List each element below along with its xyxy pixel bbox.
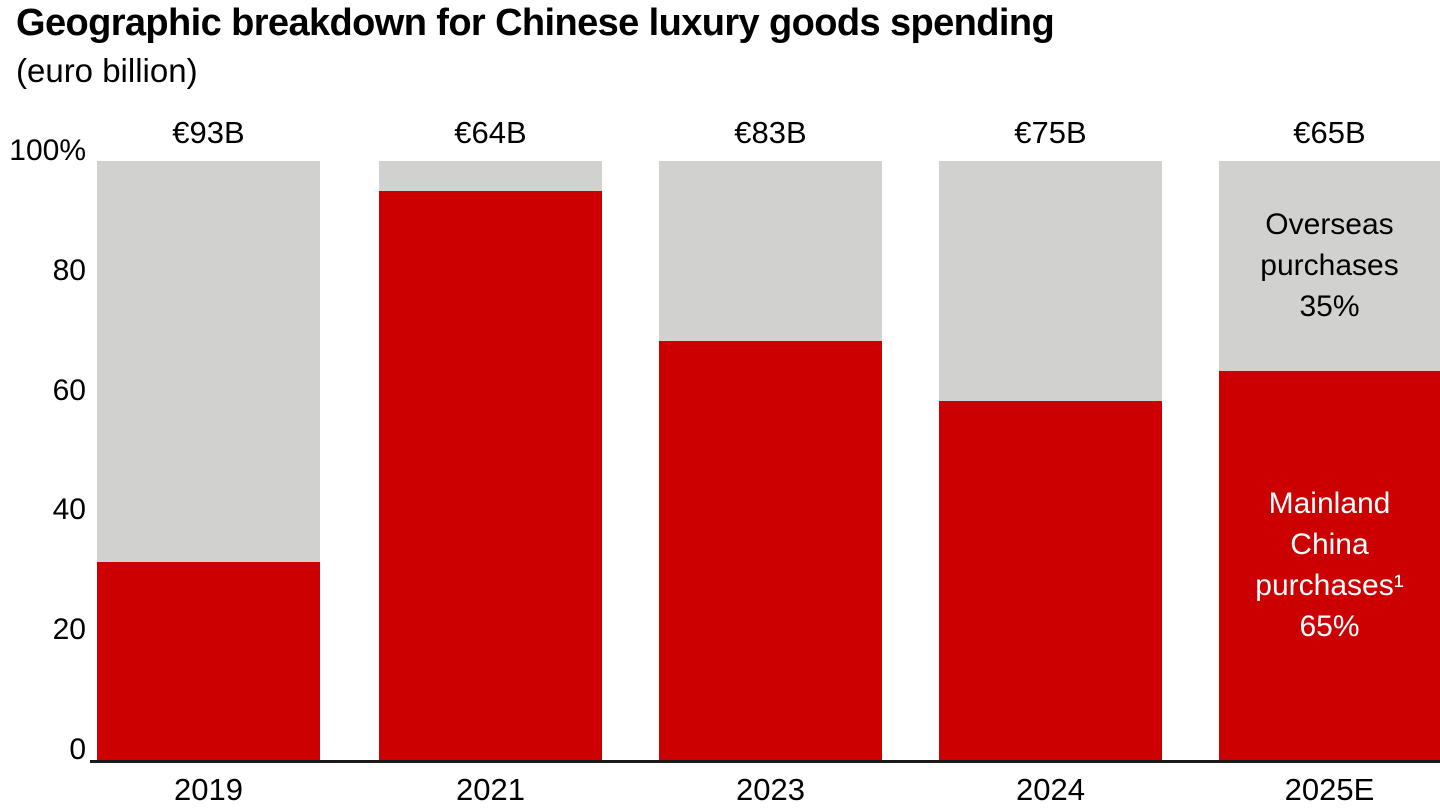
y-axis-tick-label-100: 100%: [9, 134, 86, 167]
annotation-line: purchases: [1260, 249, 1399, 283]
annotation-line: Overseas: [1265, 208, 1394, 242]
annotation-line: 65%: [1299, 610, 1360, 644]
segment-mainland-china-2024: [939, 400, 1162, 760]
segment-mainland-china-2023: [659, 340, 882, 760]
bar-total-label-2023: €83B: [734, 115, 807, 150]
bar-2024: [939, 161, 1162, 760]
bar-total-label-2021: €64B: [454, 115, 527, 150]
x-axis-label-2025e: 2025E: [1284, 772, 1375, 807]
x-axis-baseline: [90, 760, 1440, 763]
segment-overseas-2025e: Overseas purchases 35%: [1219, 161, 1440, 371]
bar-2023: [659, 161, 882, 760]
segment-overseas-2024: [939, 161, 1162, 401]
annotation-overseas-purchases: Overseas purchases 35%: [1260, 204, 1398, 327]
y-axis-tick-label-40: 40: [52, 493, 86, 527]
annotation-line: China: [1290, 528, 1369, 562]
segment-overseas-2019: [97, 161, 320, 563]
annotation-line: 35%: [1299, 290, 1360, 324]
chart-title: Geographic breakdown for Chinese luxury …: [16, 2, 1055, 44]
x-axis-label-2019: 2019: [174, 772, 243, 807]
chart-subtitle: (euro billion): [16, 52, 198, 89]
segment-mainland-china-2025e: Mainland China purchases¹ 65%: [1219, 370, 1440, 760]
x-axis-label-2023: 2023: [736, 772, 805, 807]
segment-mainland-china-2019: [97, 562, 320, 760]
bar-total-label-2024: €75B: [1014, 115, 1087, 150]
segment-overseas-2021: [379, 161, 602, 191]
bar-2019: [97, 161, 320, 760]
x-axis-label-2021: 2021: [456, 772, 525, 807]
annotation-line: Mainland: [1268, 487, 1391, 521]
annotation-mainland-purchases: Mainland China purchases¹ 65%: [1255, 483, 1403, 647]
segment-overseas-2023: [659, 161, 882, 341]
y-axis-tick-label-60: 60: [52, 373, 86, 407]
annotation-line: purchases¹: [1255, 569, 1404, 603]
y-axis-tick-label-80: 80: [52, 253, 86, 287]
x-axis-label-2024: 2024: [1016, 772, 1085, 807]
segment-mainland-china-2021: [379, 190, 602, 760]
bar-2021: [379, 161, 602, 760]
bar-total-label-2019: €93B: [172, 115, 245, 150]
bar-total-label-2025e: €65B: [1293, 115, 1366, 150]
bar-2025e: Overseas purchases 35% Mainland China purchas…: [1219, 161, 1440, 760]
y-axis-tick-label-20: 20: [52, 613, 86, 647]
y-axis-tick-label-0: 0: [69, 733, 86, 766]
